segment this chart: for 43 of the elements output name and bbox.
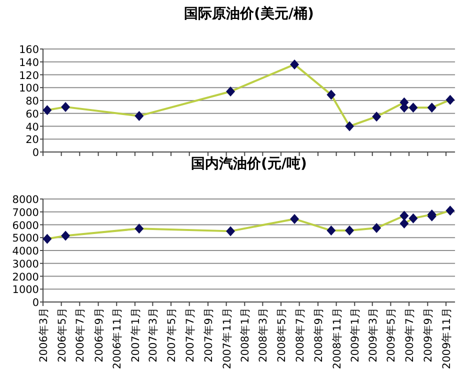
x-tick-label: 2007年9月 (202, 307, 215, 362)
y-tick-label: 2000 (12, 271, 39, 284)
x-tick-label: 2008年11月 (331, 307, 344, 370)
y-tick-label: 0 (32, 147, 39, 159)
x-tick-label: 2009年3月 (367, 307, 380, 362)
y-tick-label: 8000 (12, 194, 39, 206)
y-tick-label: 40 (26, 121, 39, 134)
x-tick-label: 2006年5月 (56, 307, 68, 362)
y-tick-label: 4000 (12, 246, 39, 258)
x-tick-label: 2008年1月 (240, 307, 252, 362)
x-tick-label: 2006年9月 (93, 307, 106, 362)
x-tick-label: 2006年7月 (74, 307, 87, 362)
chart-title: 国内汽油价(元/吨) (191, 156, 307, 172)
x-tick-label: 2007年1月 (130, 307, 142, 362)
x-tick-label: 2006年3月 (38, 307, 50, 362)
x-tick-label: 2006年11月 (112, 307, 124, 370)
x-tick-label: 2009年7月 (404, 307, 416, 362)
x-tick-label: 2007年11月 (221, 307, 234, 370)
y-tick-label: 60 (26, 108, 39, 120)
y-tick-label: 6000 (12, 220, 39, 232)
y-tick-label: 5000 (12, 232, 39, 245)
y-tick-label: 80 (26, 96, 39, 108)
x-tick-label: 2009年11月 (440, 307, 453, 370)
y-tick-label: 1000 (12, 284, 39, 296)
y-tick-label: 20 (26, 134, 39, 146)
x-tick-label: 2008年9月 (312, 307, 325, 362)
y-tick-label: 140 (18, 56, 39, 69)
x-tick-label: 2008年3月 (258, 307, 270, 362)
x-tick-label: 2008年5月 (276, 307, 288, 362)
x-tick-label: 2009年1月 (350, 307, 362, 362)
y-tick-label: 120 (18, 70, 39, 82)
y-tick-label: 100 (18, 82, 39, 95)
x-tick-label: 2007年3月 (148, 307, 160, 362)
x-tick-label: 2009年9月 (422, 307, 435, 362)
y-tick-label: 160 (18, 44, 39, 56)
y-tick-label: 0 (32, 297, 39, 309)
chart-title: 国际原油价(美元/桶) (184, 5, 314, 22)
y-tick-label: 7000 (12, 206, 39, 219)
x-tick-label: 2007年7月 (184, 307, 196, 362)
x-tick-label: 2009年5月 (386, 307, 398, 362)
y-tick-label: 3000 (12, 258, 39, 270)
x-tick-label: 2007年5月 (166, 307, 178, 362)
x-tick-label: 2008年7月 (294, 307, 306, 362)
